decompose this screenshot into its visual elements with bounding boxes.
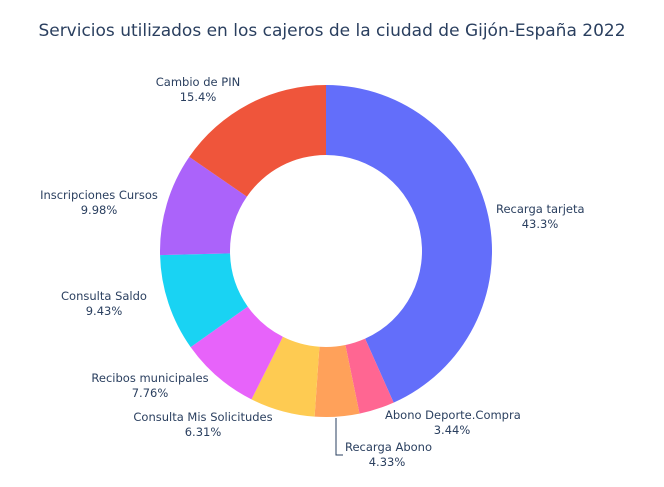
slice-recarga-abono[interactable] — [314, 345, 360, 417]
slice-recibos-municipales[interactable] — [190, 306, 283, 400]
slice-label: Recarga Abono — [345, 440, 432, 454]
slice-percent-label: 7.76% — [132, 386, 169, 400]
leader-lines — [335, 418, 343, 456]
slice-inscripciones-cursos[interactable] — [159, 156, 247, 256]
chart-title: Servicios utilizados en los cajeros de l… — [38, 21, 625, 41]
slice-percent-label: 9.43% — [86, 304, 123, 318]
slice-consulta-saldo[interactable] — [160, 253, 248, 348]
slice-percent-label: 4.33% — [369, 455, 406, 469]
leader-line-recarga-abono — [335, 418, 343, 456]
slice-cambio-de-pin[interactable] — [189, 85, 326, 197]
slice-label: Consulta Saldo — [61, 289, 147, 303]
slice-label: Consulta Mis Solicitudes — [133, 410, 272, 424]
slice-recarga-tarjeta[interactable] — [326, 85, 492, 403]
slice-abono-deporte-compra[interactable] — [345, 338, 394, 414]
slice-label: Abono Deporte.Compra — [385, 408, 521, 422]
slice-percent-label: 43.3% — [522, 217, 559, 231]
slice-label: Cambio de PIN — [156, 75, 240, 89]
slice-label: Recarga tarjeta — [496, 202, 585, 216]
slice-label: Inscripciones Cursos — [40, 188, 158, 202]
slice-percent-label: 15.4% — [180, 90, 217, 104]
slice-percent-label: 6.31% — [185, 425, 222, 439]
slice-percent-label: 3.44% — [434, 423, 471, 437]
slice-consulta-mis-solicitudes[interactable] — [251, 336, 320, 417]
slice-label: Recibos municipales — [91, 371, 208, 385]
slices-group — [159, 85, 492, 417]
slice-percent-label: 9.98% — [81, 203, 118, 217]
